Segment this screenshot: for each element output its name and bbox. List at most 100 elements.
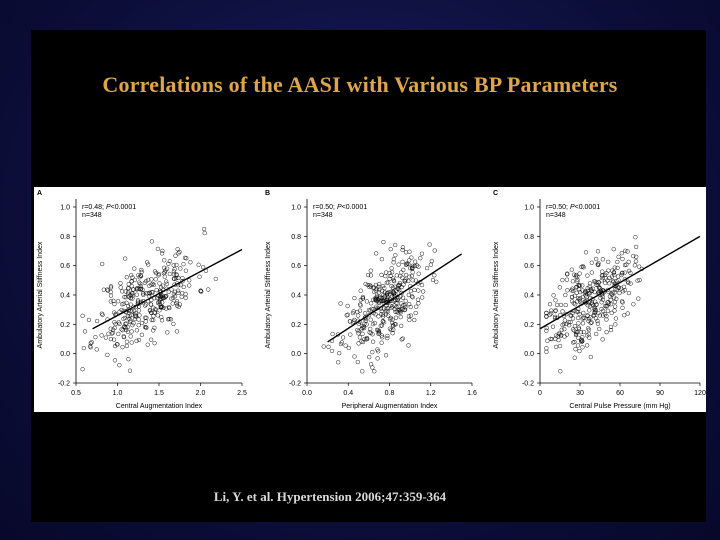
data-point [355, 359, 360, 365]
data-point [381, 239, 386, 245]
data-point [390, 276, 396, 281]
data-point [403, 262, 409, 267]
data-point [631, 302, 636, 307]
data-point [388, 247, 393, 252]
data-point [387, 276, 392, 281]
data-point [572, 355, 577, 360]
data-point [619, 271, 624, 276]
data-point [576, 326, 582, 332]
data-point [176, 251, 181, 256]
data-point [175, 247, 180, 252]
data-point [390, 317, 395, 322]
data-point [132, 277, 138, 283]
data-point [123, 289, 128, 294]
data-point [179, 294, 184, 299]
data-point [108, 293, 114, 298]
data-point [130, 323, 135, 328]
data-point [120, 344, 125, 350]
data-point [171, 272, 177, 277]
data-point [148, 337, 154, 342]
data-point [610, 278, 616, 284]
data-point [606, 268, 611, 273]
data-point [631, 253, 636, 259]
data-point [430, 277, 436, 283]
data-point [399, 337, 404, 342]
data-point [381, 292, 386, 297]
data-point [154, 270, 159, 276]
x-axis-label: Peripheral Augmentation Index [342, 403, 438, 410]
data-point [558, 369, 563, 374]
x-tick-label: 30 [576, 390, 584, 397]
data-point [180, 279, 185, 284]
data-point [577, 283, 583, 289]
data-point [128, 334, 133, 339]
data-point [181, 284, 186, 290]
data-point [81, 345, 86, 351]
data-point [139, 267, 144, 273]
data-point [122, 294, 127, 300]
data-point [337, 351, 342, 356]
data-point [620, 256, 625, 262]
data-point [395, 297, 400, 303]
data-point [181, 262, 186, 267]
data-point [138, 273, 143, 278]
data-point [213, 276, 218, 282]
data-point [392, 303, 397, 308]
data-point [432, 273, 437, 278]
data-point [111, 298, 116, 304]
data-point [597, 326, 602, 332]
data-point [130, 293, 136, 298]
y-tick-label: 0.6 [291, 263, 301, 270]
data-point [576, 283, 581, 288]
data-point [578, 295, 583, 301]
data-point [132, 316, 138, 322]
data-point [134, 292, 139, 297]
data-point [172, 267, 177, 272]
data-point [582, 290, 587, 296]
data-point [163, 294, 168, 299]
data-point [124, 300, 129, 305]
data-point [377, 294, 382, 300]
data-point [384, 297, 390, 303]
data-point [352, 354, 357, 359]
data-point [545, 338, 550, 343]
data-point [620, 300, 625, 305]
x-tick-label: 60 [616, 390, 624, 397]
data-point [604, 271, 609, 276]
data-point [159, 318, 165, 323]
data-point [386, 280, 391, 285]
data-point [385, 335, 390, 341]
data-point [549, 308, 554, 313]
data-point [598, 296, 603, 301]
data-point [588, 354, 593, 360]
data-point [154, 307, 159, 312]
data-point [637, 277, 642, 283]
data-point [585, 286, 590, 291]
data-point [166, 289, 171, 294]
data-point [553, 333, 559, 338]
data-point [125, 314, 130, 319]
data-point [393, 253, 398, 258]
data-point [159, 315, 164, 320]
data-point [383, 270, 389, 275]
data-point [402, 278, 407, 283]
data-point [88, 340, 93, 346]
data-point [80, 367, 85, 372]
data-point [564, 321, 569, 327]
data-point [175, 303, 180, 308]
data-point [612, 299, 618, 305]
data-point [604, 329, 609, 335]
data-point [396, 310, 401, 315]
data-point [595, 249, 601, 254]
data-point [174, 299, 180, 304]
data-point [594, 280, 599, 285]
data-point [360, 325, 365, 330]
data-point [387, 270, 392, 276]
x-tick-label: 0.0 [302, 390, 312, 397]
y-tick-label: 0.8 [291, 234, 301, 241]
data-point [99, 311, 105, 316]
data-point [612, 287, 618, 292]
y-tick-label: 0.4 [60, 293, 70, 300]
data-point [174, 262, 179, 268]
data-point [401, 267, 406, 273]
